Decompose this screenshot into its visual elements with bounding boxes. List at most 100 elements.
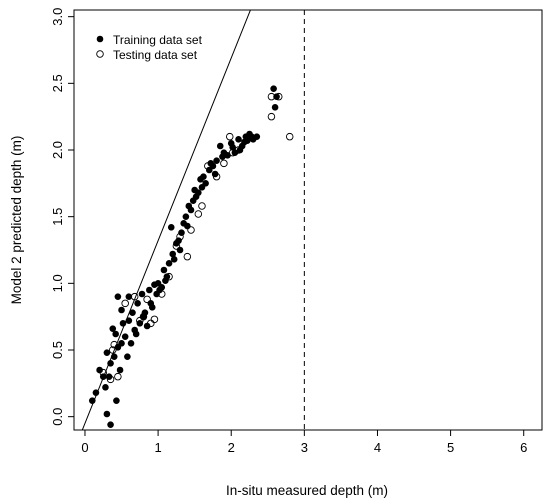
y-tick-label: 0.0 [50,408,65,426]
training-point [165,260,173,267]
training-point [253,133,261,140]
testing-point [99,368,107,377]
testing-point [121,299,129,308]
training-point [216,142,224,150]
training-point [244,137,251,144]
training-point [169,250,177,258]
training-point [124,353,131,360]
legend-marker-training [96,35,104,43]
training-point [224,152,231,159]
training-point [141,309,149,316]
x-tick-label: 1 [154,440,161,455]
legend: Training data set Testing data set [96,33,203,62]
testing-point [183,252,192,261]
x-tick-label: 0 [81,440,88,455]
training-point [176,246,184,254]
y-tick-label: 3.0 [50,8,65,26]
training-point [170,256,178,263]
training-point [129,309,136,316]
training-point [136,320,144,327]
training-point [163,273,171,280]
testing-point [267,92,276,101]
training-point [96,366,103,374]
training-point [116,366,124,374]
training-point [229,144,236,151]
training-point [138,290,146,298]
axes: 0 1 2 3 4 5 6 0.0 0.5 1.0 1.5 2.0 2.5 3.0 [50,8,527,455]
y-tick-label: 0.5 [50,341,65,359]
testing-point [106,375,115,384]
training-point [113,397,120,404]
training-point [146,286,153,294]
legend-marker-testing [96,50,104,58]
training-point [132,330,140,338]
training-point [109,325,117,332]
testing-point [157,290,166,298]
y-tick-label: 2.5 [50,74,65,92]
training-point [88,397,96,404]
training-point [271,104,279,111]
testing-point [176,232,184,241]
testing-point [172,242,181,250]
testing-point [212,172,221,181]
training-point [167,224,175,231]
training-point [121,333,129,340]
training-point [160,266,168,274]
training-point [92,389,100,396]
testing-point [130,292,139,301]
training-point [195,189,202,196]
testing-point [110,340,118,349]
y-tick-label: 1.0 [50,274,65,292]
training-point [184,222,191,230]
training-point [107,360,114,367]
plot-area [81,10,305,430]
x-tick-label: 3 [301,440,308,455]
training-point [143,322,151,330]
training-point [273,93,280,100]
testing-point [267,112,276,121]
training-point [202,180,209,187]
training-point [209,162,217,170]
testing-point [139,312,148,321]
legend-label-testing: Testing data set [113,48,198,62]
testing-point [194,210,203,218]
testing-point [187,226,195,234]
training-point [182,213,190,220]
testing-point [204,162,212,170]
x-tick-label: 5 [447,440,454,455]
testing-point [150,315,159,324]
testing-point [143,295,151,304]
testing-point [114,372,122,381]
data-points [88,85,294,428]
testing-point [226,132,234,141]
training-point [103,349,111,356]
training-point [213,157,220,164]
training-point [125,293,133,300]
training-point [148,304,156,311]
training-point [107,421,114,428]
testing-point [285,132,294,141]
training-point [118,340,125,347]
training-point [114,293,122,300]
training-point [110,353,118,360]
x-tick-label: 4 [374,440,381,455]
y-tick-label: 1.5 [50,208,65,226]
testing-point [165,272,173,281]
training-point [231,149,239,156]
x-axis-title: In-situ measured depth (m) [226,483,388,498]
x-tick-label: 2 [228,440,235,455]
training-point [178,229,185,236]
testing-point [234,146,243,154]
training-point [200,173,207,180]
testing-point [198,202,206,210]
reference-lines [81,10,305,430]
legend-label-training: Training data set [113,33,203,47]
testing-point [109,346,117,354]
training-point [158,284,166,291]
testing-point [275,92,283,101]
training-point [134,300,141,307]
regression-line [81,10,251,430]
training-point [187,206,195,214]
plot-frame [73,9,543,431]
